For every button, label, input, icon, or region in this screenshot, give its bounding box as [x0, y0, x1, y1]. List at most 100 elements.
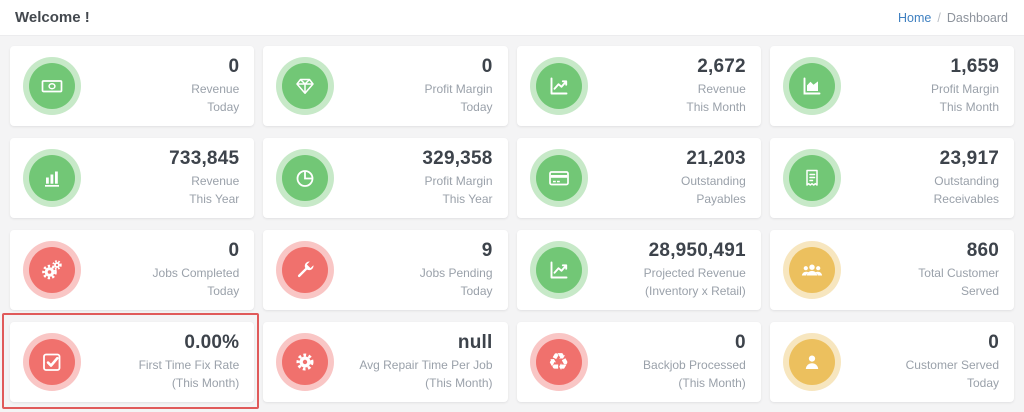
stat-icon-circle — [282, 339, 329, 385]
stat-icon-halo: ♻ — [529, 333, 588, 391]
stat-value: 0 — [228, 56, 240, 78]
stat-text: 0 Customer Served Today — [906, 332, 999, 392]
stat-label: Jobs Pending Today — [420, 265, 493, 300]
stat-text: 0 Profit Margin Today — [424, 56, 492, 116]
stat-label-line: Jobs Pending — [419, 266, 493, 281]
breadcrumb-home-link[interactable]: Home — [898, 10, 932, 25]
stat-value: 2,672 — [697, 56, 746, 78]
chart-area-icon — [800, 74, 824, 98]
stat-card: 0.00% First Time Fix Rate (This Month) — [2, 313, 260, 409]
stat-label-line: (This Month) — [678, 375, 746, 390]
stat-label-line: Revenue — [191, 174, 240, 189]
stat-card: 9 Jobs Pending Today — [263, 230, 508, 310]
stat-icon-halo — [23, 57, 81, 115]
stat-label-line: Today — [460, 99, 493, 114]
stat-text: 23,917 Outstanding Receivables — [934, 148, 999, 208]
stat-value: 0 — [734, 332, 746, 354]
stat-label: Total Customer Served — [918, 265, 999, 300]
stat-label-line: Customer Served — [905, 358, 999, 373]
stat-label-line: Jobs Completed — [152, 266, 240, 281]
stat-card: null Avg Repair Time Per Job (This Month) — [263, 322, 508, 402]
stat-label: Profit Margin This Year — [422, 173, 492, 208]
stat-card: 733,845 Revenue This Year — [10, 138, 255, 218]
stat-card: 23,917 Outstanding Receivables — [769, 138, 1014, 218]
stat-text: 0 Backjob Processed (This Month) — [643, 332, 746, 392]
stat-text: 28,950,491 Projected Revenue (Inventory x… — [644, 240, 746, 300]
stat-label: First Time Fix Rate (This Month) — [139, 357, 240, 392]
stat-icon-halo — [276, 149, 335, 207]
stat-card: 860 Total Customer Served — [769, 230, 1014, 310]
stat-label-line: Profit Margin — [424, 82, 493, 97]
stat-text: 860 Total Customer Served — [918, 240, 999, 300]
stat-icon-halo — [23, 149, 81, 207]
stat-value: 0.00% — [184, 332, 240, 354]
money-bill-icon — [40, 74, 64, 98]
stat-icon-circle — [29, 155, 75, 201]
breadcrumb: Home / Dashboard — [898, 11, 1008, 25]
stat-card: 28,950,491 Projected Revenue (Inventory x… — [516, 230, 761, 310]
wrench-icon — [293, 258, 317, 282]
stat-icon-circle — [282, 247, 329, 293]
stat-label: Revenue This Year — [169, 173, 239, 208]
stat-value: 28,950,491 — [648, 240, 746, 262]
stat-value: null — [457, 332, 493, 354]
stat-icon-circle — [788, 155, 835, 201]
stat-icon-circle — [788, 63, 835, 109]
stat-value: 23,917 — [939, 148, 999, 170]
stat-label-line: Backjob Processed — [643, 358, 746, 373]
stat-label-line: Revenue — [191, 82, 240, 97]
stat-card: 0 Jobs Completed Today — [10, 230, 255, 310]
stat-label: Jobs Completed Today — [153, 265, 240, 300]
stat-value: 1,659 — [950, 56, 999, 78]
stat-label-line: This Year — [189, 191, 240, 206]
stat-text: 0.00% First Time Fix Rate (This Month) — [139, 332, 240, 392]
stat-text: 2,672 Revenue This Month — [686, 56, 745, 116]
stat-text: 9 Jobs Pending Today — [420, 240, 493, 300]
stat-icon-halo — [782, 57, 841, 115]
page-title: Welcome ! — [15, 9, 90, 26]
user-icon — [800, 350, 824, 374]
stat-label-line: Served — [960, 283, 999, 298]
stat-icon-circle — [282, 63, 329, 109]
stat-icon-circle: ♻ — [535, 339, 582, 385]
stat-label-line: Outstanding — [681, 174, 746, 189]
stat-card: ♻ 0 Backjob Processed (This Month) — [516, 322, 761, 402]
stat-icon-circle — [788, 247, 835, 293]
chart-line-icon — [547, 74, 571, 98]
stat-label-line: Projected Revenue — [643, 266, 746, 281]
stat-label: Outstanding Receivables — [934, 173, 999, 208]
stat-value: 0 — [988, 332, 999, 354]
stat-text: 1,659 Profit Margin This Month — [931, 56, 999, 116]
stat-icon-halo — [782, 241, 841, 299]
stat-icon-halo — [23, 241, 81, 299]
stat-card: 0 Customer Served Today — [769, 322, 1014, 402]
stat-card: 1,659 Profit Margin This Month — [769, 46, 1014, 126]
stat-label-line: This Month — [939, 99, 999, 114]
gem-icon — [293, 74, 317, 98]
stat-icon-halo — [529, 149, 588, 207]
check-square-icon — [40, 350, 64, 374]
stat-text: 0 Jobs Completed Today — [153, 240, 240, 300]
stat-icon-circle — [535, 63, 582, 109]
stat-icon-circle — [29, 247, 75, 293]
stat-icon-halo — [276, 241, 335, 299]
stat-label: Projected Revenue (Inventory x Retail) — [644, 265, 746, 300]
stat-value: 0 — [228, 240, 240, 262]
stat-value: 9 — [481, 240, 493, 262]
stat-icon-circle — [535, 155, 582, 201]
stat-label-line: Total Customer — [918, 266, 999, 281]
stat-label-line: (Inventory x Retail) — [645, 283, 746, 298]
stat-text: null Avg Repair Time Per Job (This Month) — [359, 332, 492, 392]
stat-label-line: Payables — [696, 191, 746, 206]
stat-label-line: (This Month) — [425, 375, 493, 390]
stat-icon-halo — [782, 149, 841, 207]
stat-text: 329,358 Profit Margin This Year — [422, 148, 492, 208]
stat-label-line: Profit Margin — [424, 174, 493, 189]
stat-card: 329,358 Profit Margin This Year — [263, 138, 508, 218]
stat-card: 0 Profit Margin Today — [263, 46, 508, 126]
stat-label-line: Receivables — [933, 191, 999, 206]
stat-value: 21,203 — [686, 148, 746, 170]
receipt-icon — [800, 166, 824, 190]
breadcrumb-current: Dashboard — [946, 10, 1008, 25]
cogs-icon — [40, 258, 64, 282]
